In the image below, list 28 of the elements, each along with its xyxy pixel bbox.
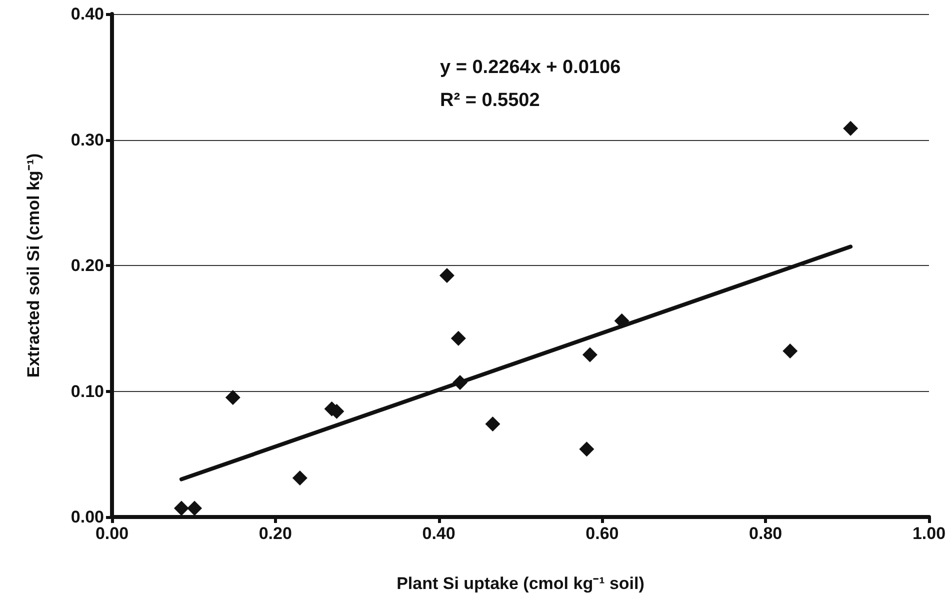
y-tick-label: 0.00 <box>70 508 104 526</box>
point <box>292 470 308 486</box>
annotation: R² = 0.5502 <box>440 90 540 111</box>
y-tick-label: 0.40 <box>70 4 104 24</box>
x-tick-label: 1.00 <box>912 524 946 543</box>
point <box>450 330 466 346</box>
x-tick-label: 0.80 <box>749 524 782 543</box>
y-tick-label: 0.30 <box>70 130 104 150</box>
x-tick-label: 0.40 <box>422 524 456 543</box>
point <box>614 313 630 328</box>
x-tick-label: 0.20 <box>258 524 292 543</box>
point <box>843 120 858 136</box>
y-tick-label: 0.10 <box>70 382 104 401</box>
point <box>452 374 468 390</box>
point <box>439 268 454 284</box>
annotation: y = 0.2264x + 0.0106 <box>440 57 621 78</box>
point <box>582 347 598 362</box>
x-tick-label: 0.00 <box>95 524 129 543</box>
x-tick-label: 0.60 <box>586 524 619 543</box>
y-axis-title: Extracted soil Si (cmol kg⁻¹) <box>24 153 43 378</box>
point <box>485 416 500 432</box>
point <box>174 500 189 516</box>
point <box>225 390 240 406</box>
point <box>187 500 202 516</box>
point <box>579 442 594 457</box>
x-axis-title: Plant Si uptake (cmol kg⁻¹ soil) <box>396 574 644 593</box>
y-tick-label: 0.20 <box>70 256 104 275</box>
point <box>782 344 798 359</box>
